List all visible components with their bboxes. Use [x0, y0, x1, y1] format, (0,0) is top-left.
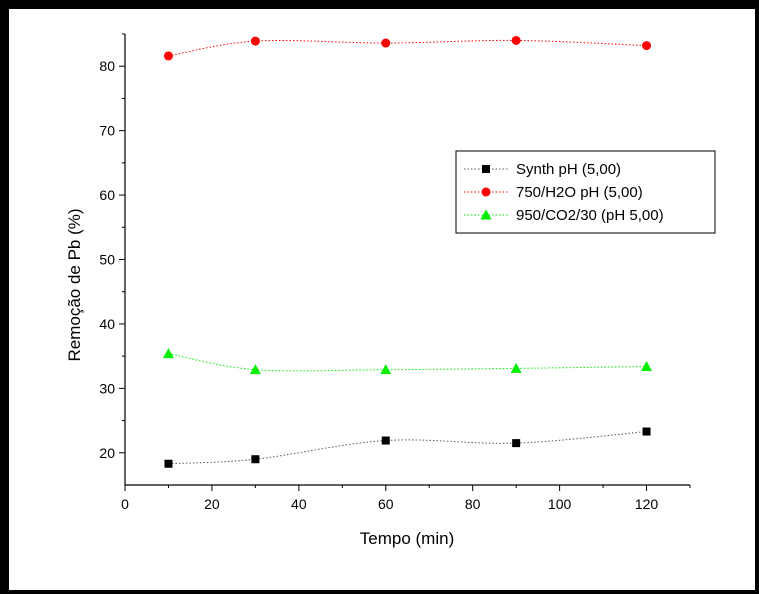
x-tick-label: 80	[465, 496, 481, 512]
y-tick-label: 60	[99, 187, 115, 203]
legend-entry: 750/H2O pH (5,00)	[464, 184, 643, 201]
data-point	[381, 436, 390, 445]
legend-entry: 950/CO2/30 (pH 5,00)	[464, 207, 664, 224]
y-axis-label: Remoção de Pb (%)	[65, 208, 84, 361]
y-tick-label: 80	[99, 58, 115, 74]
axes: 0 20 40 60 80 100 120 20 30 40 50 60 70 80	[99, 33, 691, 512]
x-tick-label: 100	[548, 496, 572, 512]
data-point	[162, 348, 174, 359]
series-1	[164, 427, 651, 468]
x-tick-label: 40	[291, 496, 307, 512]
series-line	[168, 39, 647, 57]
legend-marker	[480, 209, 492, 220]
series-3	[162, 348, 653, 375]
data-point	[512, 439, 521, 448]
y-tick-label: 50	[99, 252, 115, 268]
data-point	[381, 38, 391, 48]
data-point	[642, 41, 652, 51]
series-2	[163, 35, 652, 61]
data-point	[164, 459, 173, 468]
x-tick-label: 0	[121, 496, 129, 512]
x-axis-label: Tempo (min)	[360, 529, 454, 548]
x-tick-label: 60	[378, 496, 394, 512]
x-tick-label: 120	[635, 496, 659, 512]
y-tick-label: 40	[99, 316, 115, 332]
data-point	[641, 360, 653, 371]
y-tick-label: 20	[99, 445, 115, 461]
data-point	[249, 364, 261, 375]
legend-label: Synth pH (5,00)	[516, 161, 621, 178]
series-line	[168, 431, 647, 465]
legend: Synth pH (5,00) 750/H2O pH (5,00) 950/CO2/…	[455, 150, 716, 234]
data-point	[250, 36, 260, 46]
x-tick-label: 20	[204, 496, 220, 512]
y-tick-label: 30	[99, 380, 115, 396]
data-point	[642, 427, 651, 436]
y-tick-label: 70	[99, 123, 115, 139]
series-line	[168, 353, 647, 372]
data-point	[251, 455, 260, 464]
data-point	[511, 35, 521, 45]
legend-entry: Synth pH (5,00)	[464, 161, 621, 178]
legend-marker	[482, 165, 490, 173]
legend-label: 950/CO2/30 (pH 5,00)	[516, 207, 664, 224]
data-point	[163, 51, 173, 61]
data-point	[510, 362, 522, 373]
legend-label: 750/H2O pH (5,00)	[516, 184, 643, 201]
series-layer	[162, 35, 653, 468]
legend-marker	[481, 187, 491, 197]
data-point	[380, 364, 392, 375]
